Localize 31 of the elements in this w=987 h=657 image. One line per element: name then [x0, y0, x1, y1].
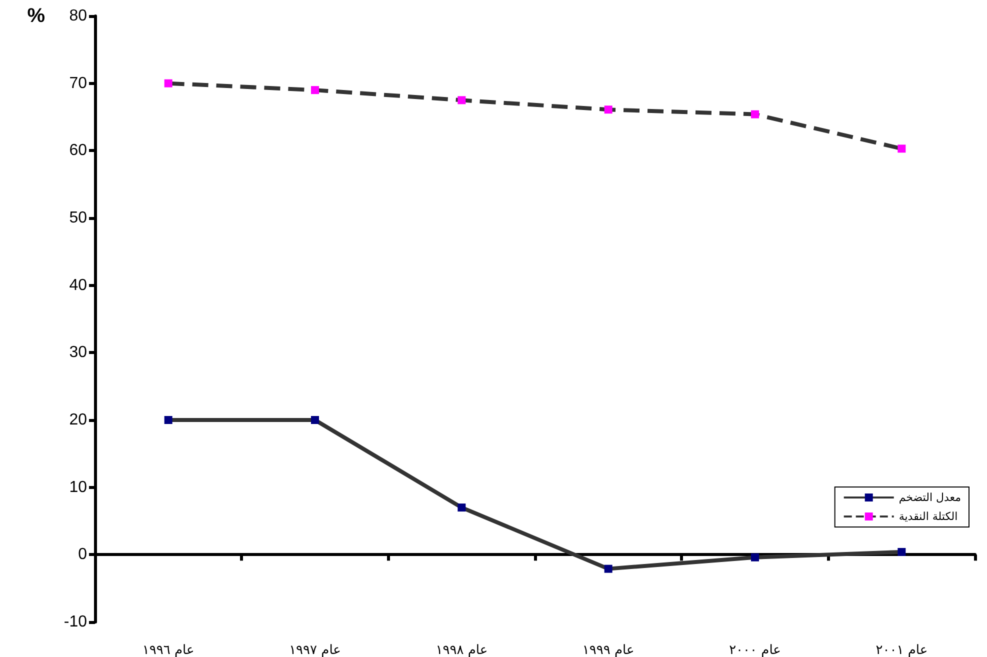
point	[898, 144, 906, 153]
point	[751, 110, 759, 118]
x-tick-label: عام ١٩٩٧	[289, 643, 341, 657]
y-axis-title: %	[27, 5, 46, 27]
point	[164, 79, 172, 88]
x-tick-label: عام ١٩٩٦	[142, 643, 194, 657]
x-tick-label: عام ١٩٩٩	[582, 643, 634, 657]
legend-label: الكتلة النقدية	[898, 510, 958, 523]
legend-label: معدل التضخم	[898, 491, 962, 504]
point	[898, 548, 906, 556]
x-tick-label: عام ٢٠٠٠	[729, 643, 781, 657]
x-tick-label: عام ١٩٩٨	[436, 643, 488, 657]
point	[311, 86, 319, 94]
y-tick-label: 10	[69, 478, 88, 496]
y-tick-label: 30	[69, 344, 88, 362]
point	[604, 564, 612, 573]
y-tick-label: 70	[69, 74, 88, 92]
y-tick-label: 0	[78, 546, 88, 564]
y-tick-label: 60	[69, 142, 88, 160]
y-tick-label: 80	[69, 8, 88, 24]
y-tick-label: 50	[69, 210, 88, 226]
y-tick-label: 40	[69, 276, 88, 294]
point	[458, 96, 466, 104]
x-tick-label: عام ٢٠٠١	[876, 643, 928, 657]
point	[164, 416, 172, 424]
point	[604, 106, 612, 114]
y-tick-label: 20	[69, 412, 88, 428]
point	[311, 416, 319, 424]
point	[751, 553, 759, 562]
y-tick-label: -10	[64, 614, 88, 630]
point	[458, 504, 466, 512]
